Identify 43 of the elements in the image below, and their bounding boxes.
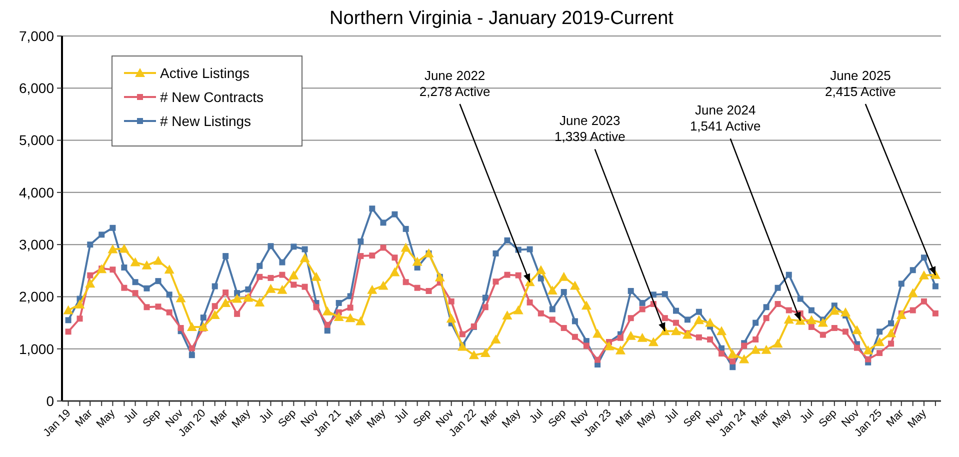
y-tick-label: 4,000 [18, 184, 54, 200]
legend-label: # New Listings [160, 112, 252, 129]
x-tick-label: Jul [257, 407, 276, 426]
y-tick-label: 2,000 [18, 288, 54, 305]
legend-label: # New Contracts [160, 88, 264, 105]
y-tick-label: 7,000 [18, 28, 54, 44]
x-tick-label: Sep [546, 407, 569, 430]
x-tick-label: Mar [884, 407, 906, 430]
y-tick-label: 5,000 [18, 132, 54, 148]
x-tick-label: May [230, 407, 254, 431]
y-tick-label: 0 [46, 392, 54, 409]
x-tick-label: Sep [681, 407, 704, 430]
x-tick-label: May [94, 407, 118, 431]
x-tick-label: May [906, 407, 930, 431]
x-tick-label: Sep [816, 407, 840, 430]
x-tick-label: Jul [798, 407, 816, 426]
x-tick-label: May [635, 407, 659, 431]
x-tick-label: Jul [392, 407, 411, 426]
legend-label: Active Listings [160, 64, 250, 81]
annotation: June 2025 2,415 Active [825, 68, 896, 99]
x-tick-label: Jan 19 [41, 407, 74, 440]
x-tick-label: Sep [411, 407, 434, 430]
x-tick-label: Mar [614, 407, 636, 430]
x-tick-label: Jul [527, 407, 546, 426]
x-tick-label: Mar [73, 407, 96, 430]
y-tick-label: 1,000 [18, 340, 54, 357]
annotation: June 2024 1,541 Active [690, 102, 761, 134]
x-tick-label: Mar [749, 407, 772, 430]
x-tick-label: May [364, 407, 388, 431]
annotation: June 2022 2,278 Active [419, 68, 490, 99]
y-tick-label: 6,000 [18, 80, 54, 96]
y-tick-label: 3,000 [18, 236, 54, 252]
x-tick-label: Jul [122, 407, 140, 426]
x-tick-label: Mar [478, 407, 501, 430]
x-tick-label: May [770, 407, 794, 431]
x-tick-label: Mar [208, 407, 231, 430]
x-tick-label: Mar [344, 407, 366, 430]
x-tick-label: Sep [276, 407, 299, 430]
x-tick-label: Jul [662, 407, 681, 426]
x-tick-label: May [500, 407, 524, 431]
chart-title: Northern Virginia - January 2019-Current [330, 8, 674, 29]
annotation: June 2023 1,339 Active [554, 113, 626, 144]
x-tick-label: Sep [140, 407, 164, 430]
